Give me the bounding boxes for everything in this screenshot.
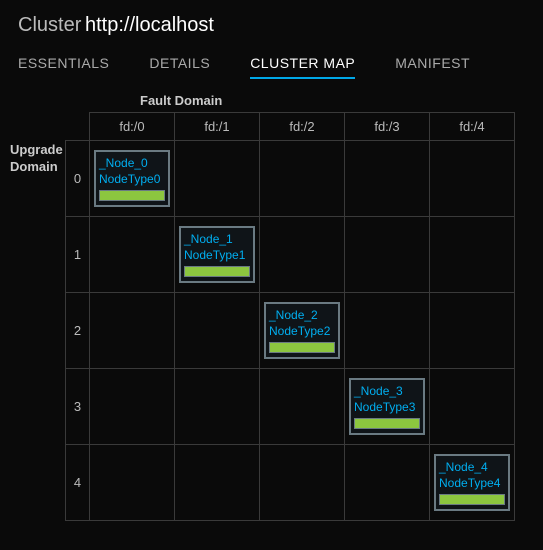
grid-cell — [430, 293, 515, 369]
node-name: _Node_4 — [439, 460, 505, 476]
node-health-bar — [439, 494, 505, 505]
node-health-bar — [99, 190, 165, 201]
node-name: _Node_1 — [184, 232, 250, 248]
tab-essentials[interactable]: ESSENTIALS — [18, 55, 109, 79]
header-title: Cluster — [18, 14, 81, 36]
node-health-bar — [269, 342, 335, 353]
tab-cluster-map[interactable]: CLUSTER MAP — [250, 55, 355, 79]
cluster-map-panel: Fault Domain Upgrade Domain fd:/0fd:/1fd… — [0, 79, 543, 531]
grid-cell — [260, 369, 345, 445]
grid-cell: _Node_4NodeType4 — [430, 445, 515, 521]
grid-cell — [90, 369, 175, 445]
fault-domain-header: fd:/0 — [90, 113, 175, 141]
fault-domain-header: fd:/1 — [175, 113, 260, 141]
node-type: NodeType1 — [184, 248, 250, 264]
grid-cell — [175, 445, 260, 521]
node-name: _Node_3 — [354, 384, 420, 400]
cluster-grid: fd:/0fd:/1fd:/2fd:/3fd:/40_Node_0NodeTyp… — [65, 112, 515, 521]
grid-cell — [430, 217, 515, 293]
grid-cell: _Node_0NodeType0 — [90, 141, 175, 217]
grid-cell — [345, 293, 430, 369]
node-health-bar — [184, 266, 250, 277]
grid-corner — [66, 113, 90, 141]
grid-cell — [175, 293, 260, 369]
node-name: _Node_2 — [269, 308, 335, 324]
grid-cell — [175, 141, 260, 217]
grid-cell — [345, 445, 430, 521]
node-type: NodeType0 — [99, 172, 165, 188]
grid-cell — [345, 141, 430, 217]
cluster-node[interactable]: _Node_1NodeType1 — [179, 226, 255, 283]
node-type: NodeType4 — [439, 476, 505, 492]
grid-cell: _Node_3NodeType3 — [345, 369, 430, 445]
upgrade-domain-header: 0 — [66, 141, 90, 217]
tab-bar: ESSENTIALS DETAILS CLUSTER MAP MANIFEST — [0, 45, 543, 79]
cluster-node[interactable]: _Node_3NodeType3 — [349, 378, 425, 435]
grid-cell — [260, 141, 345, 217]
upgrade-domain-header: 1 — [66, 217, 90, 293]
cluster-node[interactable]: _Node_4NodeType4 — [434, 454, 510, 511]
fault-domain-header: fd:/4 — [430, 113, 515, 141]
tab-manifest[interactable]: MANIFEST — [395, 55, 470, 79]
cluster-node[interactable]: _Node_0NodeType0 — [94, 150, 170, 207]
fault-domain-axis-label: Fault Domain — [140, 93, 533, 108]
header-url: http://localhost — [85, 14, 214, 36]
page-header: Cluster http://localhost — [0, 0, 543, 45]
node-type: NodeType3 — [354, 400, 420, 416]
grid-cell — [260, 445, 345, 521]
grid-cell — [260, 217, 345, 293]
upgrade-domain-header: 2 — [66, 293, 90, 369]
node-name: _Node_0 — [99, 156, 165, 172]
node-health-bar — [354, 418, 420, 429]
grid-cell — [90, 217, 175, 293]
grid-cell — [90, 293, 175, 369]
grid-cell: _Node_1NodeType1 — [175, 217, 260, 293]
fault-domain-header: fd:/2 — [260, 113, 345, 141]
grid-cell — [430, 141, 515, 217]
fault-domain-header: fd:/3 — [345, 113, 430, 141]
cluster-node[interactable]: _Node_2NodeType2 — [264, 302, 340, 359]
upgrade-domain-header: 4 — [66, 445, 90, 521]
node-type: NodeType2 — [269, 324, 335, 340]
grid-cell: _Node_2NodeType2 — [260, 293, 345, 369]
tab-details[interactable]: DETAILS — [149, 55, 210, 79]
grid-cell — [430, 369, 515, 445]
grid-cell — [175, 369, 260, 445]
grid-cell — [345, 217, 430, 293]
upgrade-domain-header: 3 — [66, 369, 90, 445]
upgrade-domain-axis-label: Upgrade Domain — [10, 112, 65, 521]
grid-cell — [90, 445, 175, 521]
